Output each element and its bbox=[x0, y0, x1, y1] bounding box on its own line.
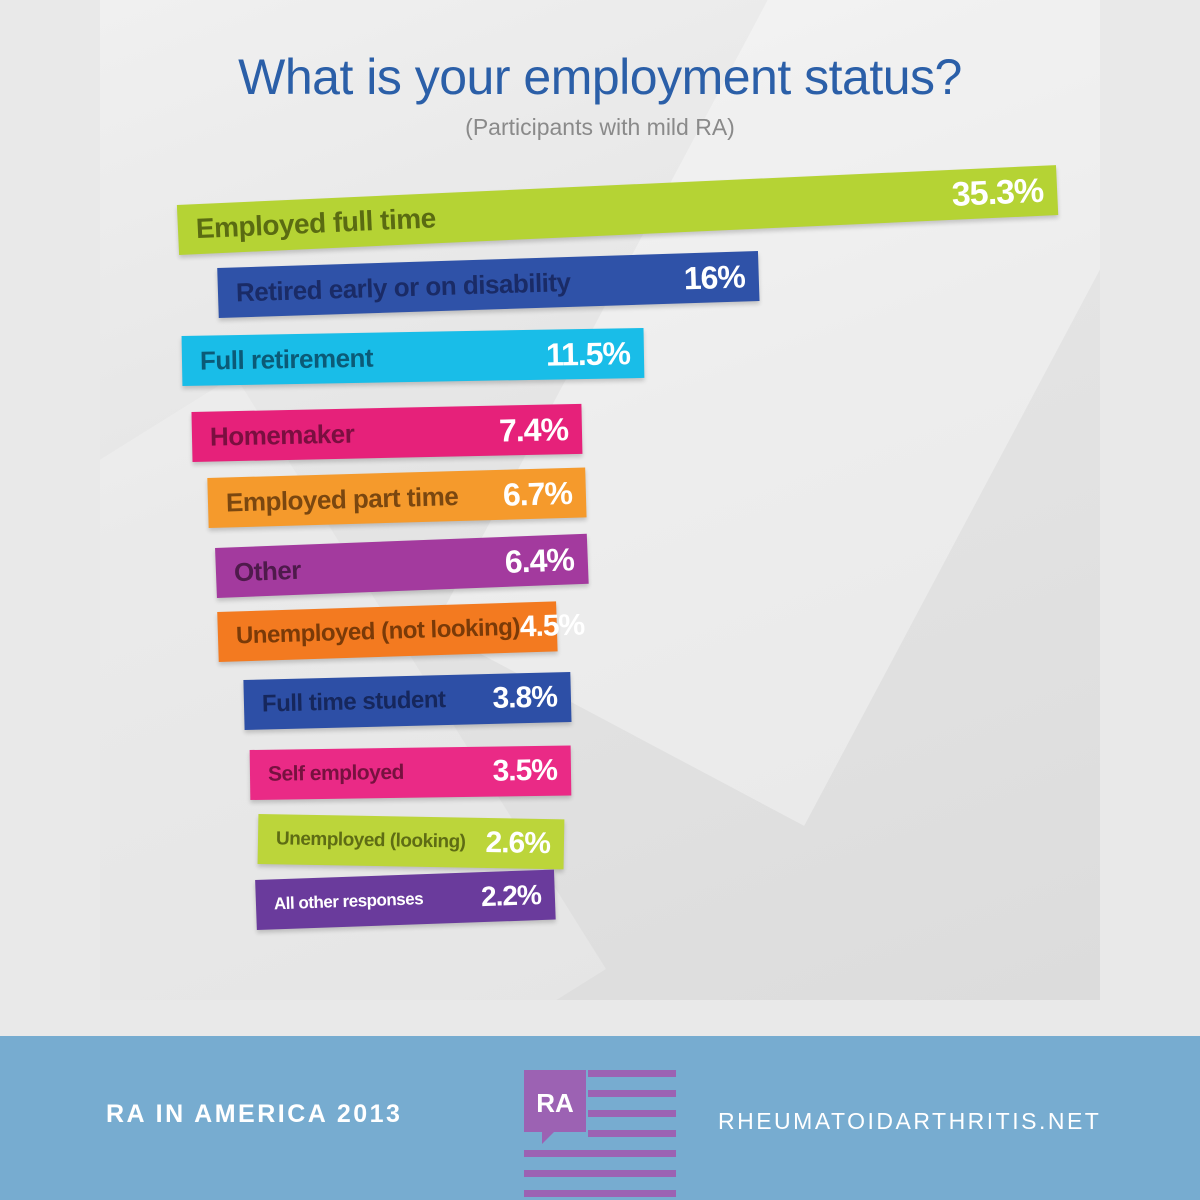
bar-category-label: Homemaker bbox=[209, 418, 355, 452]
footer-banner: RA IN AMERICA 2013 RA RHEUMATOIDARTHRITI… bbox=[0, 1036, 1200, 1200]
bar: Retired early or on disability 16% bbox=[217, 251, 760, 318]
bar: Full retirement 11.5% bbox=[181, 327, 645, 386]
bar-category-label: Employed part time bbox=[225, 480, 459, 517]
bar: Unemployed (not looking) 4.5% bbox=[217, 601, 585, 662]
footer-website: RHEUMATOIDARTHRITIS.NET bbox=[718, 1108, 1102, 1134]
bar: Homemaker 7.4% bbox=[191, 403, 583, 462]
bar-category-label: Retired early or on disability bbox=[235, 266, 571, 307]
bar-value-label: 2.2% bbox=[480, 879, 542, 913]
bar-category-label: Self employed bbox=[267, 760, 405, 786]
footer-campaign-label: RA IN AMERICA 2013 bbox=[106, 1100, 403, 1128]
bar-value-label: 7.4% bbox=[498, 410, 569, 449]
bar: Employed full time 35.3% bbox=[176, 165, 1059, 255]
bar: Self employed 3.5% bbox=[249, 745, 572, 800]
bar-value-label: 35.3% bbox=[950, 171, 1044, 214]
bar-category-label: All other responses bbox=[273, 889, 424, 914]
bar: Employed part time 6.7% bbox=[207, 467, 587, 528]
bar: All other responses 2.2% bbox=[255, 869, 556, 930]
bar-category-label: Full retirement bbox=[199, 342, 374, 376]
bar-value-label: 3.5% bbox=[492, 753, 558, 788]
bar-value-label: 2.6% bbox=[485, 825, 551, 861]
bar-value-label: 11.5% bbox=[545, 334, 631, 373]
bar-category-label: Other bbox=[233, 554, 302, 587]
bar: Unemployed (looking) 2.6% bbox=[257, 814, 565, 870]
bar: Other 6.4% bbox=[215, 533, 589, 598]
bar-category-label: Unemployed (not looking) bbox=[235, 613, 521, 650]
bar-chart: Employed full time 35.3% Retired early or … bbox=[176, 165, 1059, 930]
bar-category-label: Unemployed (looking) bbox=[275, 828, 466, 853]
bar: Full time student 3.8% bbox=[243, 672, 572, 730]
bar-value-label: 6.7% bbox=[502, 474, 573, 513]
bar-category-label: Employed full time bbox=[195, 202, 437, 245]
logo-text: RA bbox=[536, 1088, 574, 1118]
chart-subtitle: (Participants with mild RA) bbox=[465, 114, 735, 140]
bar-value-label: 4.5% bbox=[519, 608, 585, 644]
bar-value-label: 3.8% bbox=[492, 680, 558, 715]
bar-category-label: Full time student bbox=[261, 686, 446, 718]
bar-value-label: 6.4% bbox=[504, 540, 575, 580]
bar-value-label: 16% bbox=[683, 257, 746, 296]
chart-title: What is your employment status? bbox=[238, 49, 962, 105]
ra-speech-bubble-flag-icon: RA bbox=[524, 1070, 676, 1197]
